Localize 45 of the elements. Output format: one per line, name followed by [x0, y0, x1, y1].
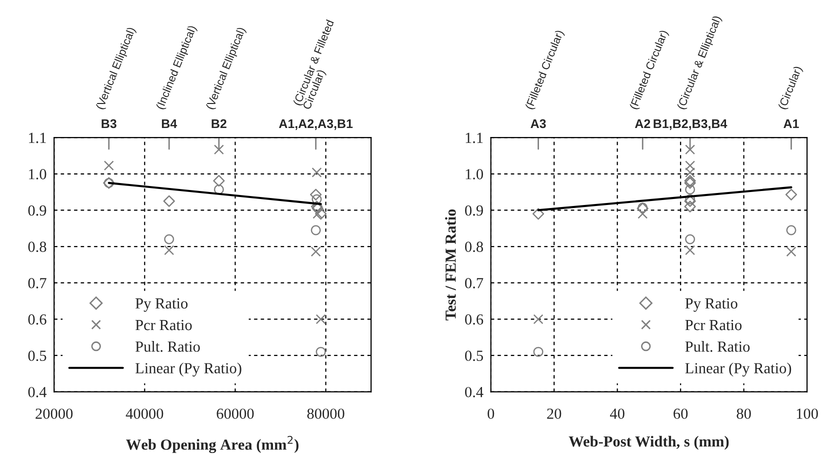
legend-label: Pcr Ratio — [685, 320, 742, 330]
y-tick-label: 0.5 — [465, 350, 483, 361]
x-tick-label: 40000 — [126, 408, 164, 419]
y-tick-label: 1.1 — [29, 132, 46, 144]
y-tick-label: 1.0 — [466, 169, 484, 180]
ref-line-label: A3 — [530, 119, 546, 128]
y-tick-label: 0.8 — [28, 242, 46, 252]
x-tick-label: 60 — [674, 408, 688, 419]
y-tick-label: 0.9 — [28, 205, 46, 216]
y-tick-label: 1.1 — [466, 132, 483, 144]
legend-label: Pcr Ratio — [135, 320, 192, 330]
x-axis-title: Web-Post Width, s (mm) — [568, 436, 729, 450]
legend-label: Pult. Ratio — [685, 341, 750, 352]
y-tick-label: 0.8 — [465, 242, 484, 252]
x-tick-label: 20 — [547, 408, 562, 419]
y-tick-label: 0.6 — [465, 314, 484, 325]
y-tick-label: 0.4 — [28, 386, 47, 398]
x-tick-label: 40 — [610, 408, 624, 419]
legend-label: Py Ratio — [135, 298, 188, 312]
legend-label: Py Ratio — [685, 298, 738, 312]
y-tick-label: 0.4 — [465, 386, 484, 398]
x-tick-label: 100 — [796, 408, 818, 419]
y-tick-label: 0.7 — [28, 278, 46, 288]
ref-line-label: B1,B2,B3,B4 — [654, 119, 728, 130]
ref-line-label: B2 — [212, 119, 226, 128]
y-tick-label: 0.6 — [28, 314, 46, 325]
ref-line-label: B4 — [162, 119, 178, 128]
y-tick-label: 0.7 — [465, 278, 484, 288]
ref-line-label: A2 — [634, 119, 650, 128]
y-tick-label: 1.0 — [29, 169, 46, 180]
ref-line-label: A1 — [784, 119, 799, 128]
x-axis-title: Web Opening Area (mm$^{2}$) — [126, 436, 298, 454]
legend-label: Pult. Ratio — [135, 341, 200, 352]
y-axis-title: Test / FEM Ratio — [445, 209, 456, 320]
x-tick-label: 0 — [488, 408, 494, 419]
y-tick-label: 0.9 — [465, 205, 483, 216]
x-tick-label: 60000 — [216, 408, 254, 419]
ref-line-label: B3 — [102, 119, 116, 128]
y-tick-label: 0.5 — [28, 350, 46, 361]
x-tick-label: 20000 — [36, 408, 73, 419]
x-tick-label: 80000 — [307, 408, 344, 419]
legend-label: Linear (Py Ratio) — [135, 362, 242, 377]
legend-label: Linear (Py Ratio) — [685, 362, 792, 377]
ref-line-label: A1,A2,A3,B1 — [278, 119, 353, 130]
x-tick-label: 80 — [736, 408, 751, 419]
